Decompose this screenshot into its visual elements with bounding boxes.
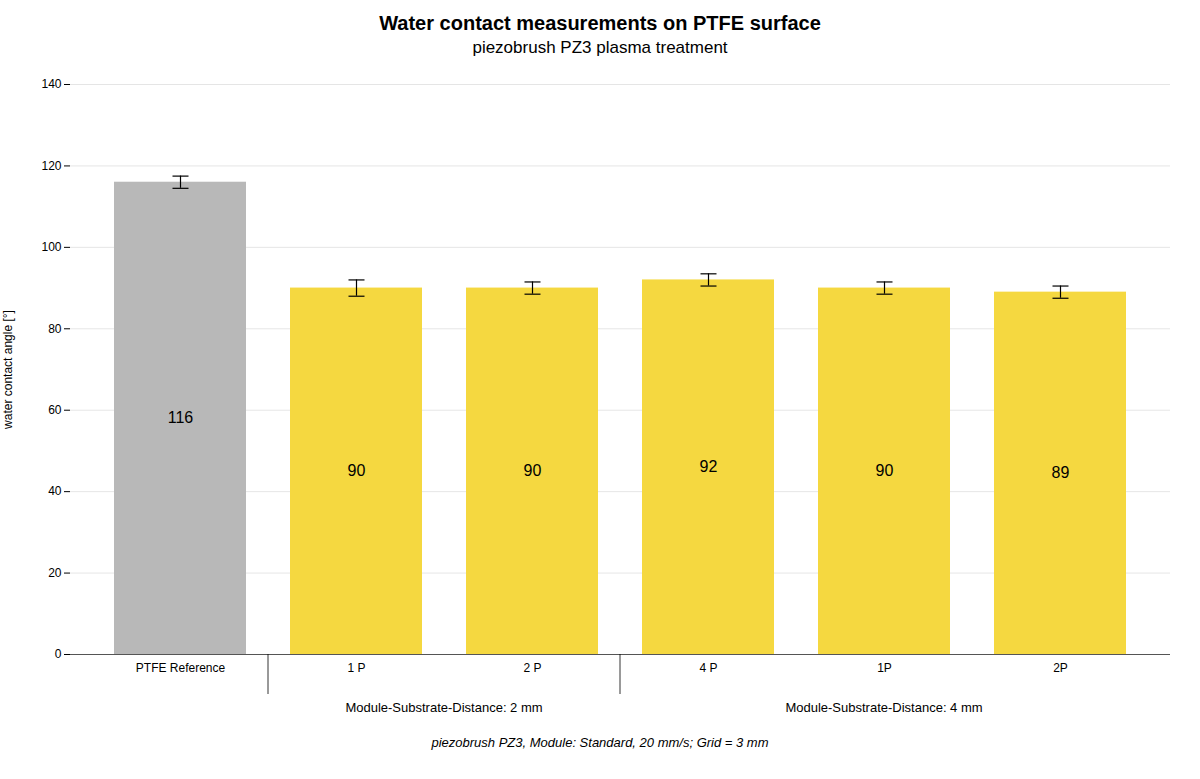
svg-text:90: 90 bbox=[876, 462, 894, 479]
svg-text:Module-Substrate-Distance: 4 m: Module-Substrate-Distance: 4 mm bbox=[785, 700, 982, 715]
svg-text:100: 100 bbox=[41, 240, 61, 254]
svg-text:120: 120 bbox=[41, 159, 61, 173]
svg-text:1 P: 1 P bbox=[347, 661, 365, 675]
html-text:piezobrush PZ3 plasma treatmen: piezobrush PZ3 plasma treatment bbox=[472, 38, 728, 57]
svg-text:92: 92 bbox=[700, 458, 718, 475]
svg-text:PTFE Reference: PTFE Reference bbox=[136, 661, 226, 675]
svg-text:90: 90 bbox=[348, 462, 366, 479]
svg-text:80: 80 bbox=[48, 322, 62, 336]
svg-text:water contact angle [°]: water contact angle [°] bbox=[1, 310, 15, 430]
svg-text:89: 89 bbox=[1052, 464, 1070, 481]
html-text:piezobrush PZ3, Module: Standa: piezobrush PZ3, Module: Standard, 20 mm/… bbox=[431, 735, 769, 750]
svg-text:116: 116 bbox=[168, 409, 194, 426]
svg-text:60: 60 bbox=[48, 403, 62, 417]
svg-text:Module-Substrate-Distance: 2 m: Module-Substrate-Distance: 2 mm bbox=[345, 700, 542, 715]
svg-text:90: 90 bbox=[524, 462, 542, 479]
svg-text:4 P: 4 P bbox=[699, 661, 717, 675]
svg-text:2 P: 2 P bbox=[523, 661, 541, 675]
svg-text:2P: 2P bbox=[1053, 661, 1068, 675]
svg-text:20: 20 bbox=[48, 566, 62, 580]
svg-text:140: 140 bbox=[41, 77, 61, 91]
svg-text:1P: 1P bbox=[877, 661, 892, 675]
svg-text:0: 0 bbox=[55, 647, 62, 661]
svg-text:40: 40 bbox=[48, 484, 62, 498]
html-text:Water contact measurements on: Water contact measurements on PTFE surfa… bbox=[379, 12, 821, 34]
